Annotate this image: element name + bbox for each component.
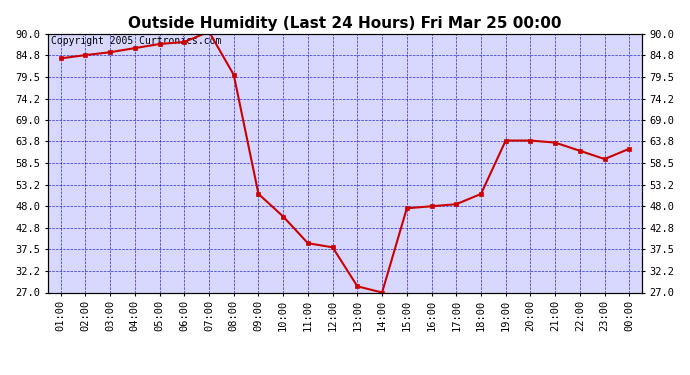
Title: Outside Humidity (Last 24 Hours) Fri Mar 25 00:00: Outside Humidity (Last 24 Hours) Fri Mar… bbox=[128, 16, 562, 31]
Text: Copyright 2005 Curtronics.com: Copyright 2005 Curtronics.com bbox=[51, 36, 221, 46]
